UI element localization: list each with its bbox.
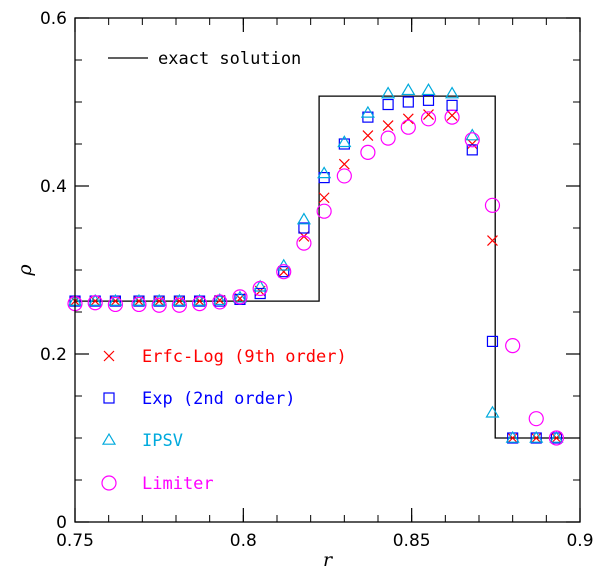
data-point-circle	[232, 289, 248, 305]
y-tick-label: 0.6	[40, 9, 67, 29]
legend-label-triangle: IPSV	[142, 431, 183, 451]
legend-marker-square	[103, 392, 115, 404]
data-point-triangle	[192, 293, 207, 306]
data-point-cross	[446, 110, 458, 121]
data-point-circle	[400, 119, 416, 135]
x-tick-label: 0.75	[56, 531, 94, 551]
data-point-cross	[173, 295, 185, 307]
data-point-circle	[380, 130, 396, 146]
legend: exact solution Erfc-Log (9th order) Exp (2…	[101, 49, 347, 494]
legend-label-square: Exp (2nd order)	[142, 389, 296, 409]
data-point-triangle	[296, 212, 311, 225]
data-point-triangle	[212, 293, 227, 306]
data-point-cross	[423, 109, 434, 121]
data-point-triangle	[401, 83, 416, 96]
data-point-square	[422, 94, 435, 106]
data-point-square	[382, 98, 394, 111]
x-axis-label: r	[323, 549, 334, 571]
data-point-square	[486, 335, 499, 347]
legend-marker-cross	[103, 350, 115, 362]
data-point-circle	[171, 297, 187, 313]
exact-solution-line	[75, 95, 580, 439]
data-point-square	[278, 266, 290, 278]
data-point-triangle	[337, 135, 352, 148]
data-point-square	[338, 138, 350, 150]
data-point-triangle	[88, 293, 103, 306]
data-point-square	[466, 144, 478, 156]
data-point-circle	[151, 297, 167, 313]
data-point-triangle	[381, 86, 396, 99]
data-point-cross	[362, 130, 374, 142]
data-point-cross	[466, 138, 478, 150]
data-point-circle	[316, 203, 332, 219]
data-point-triangle	[421, 83, 436, 96]
data-point-triangle	[445, 86, 460, 99]
data-point-square	[214, 295, 226, 307]
data-point-circle	[87, 295, 103, 311]
x-tick-label: 0.9	[566, 531, 593, 551]
data-point-cross	[214, 294, 226, 306]
data-point-triangle	[232, 290, 248, 303]
legend-marker-circle	[101, 475, 117, 491]
data-point-triangle	[360, 105, 375, 118]
x-tick-label: 0.8	[230, 531, 257, 551]
data-point-circle	[360, 144, 376, 160]
data-point-triangle	[465, 128, 480, 141]
data-point-circle	[212, 294, 228, 310]
data-point-circle	[296, 235, 312, 251]
data-point-cross	[402, 113, 414, 125]
y-tick-label: 0.4	[40, 177, 67, 197]
data-point-triangle	[529, 430, 544, 443]
data-point-square	[402, 96, 414, 108]
series-circle	[67, 109, 565, 446]
data-point-circle	[464, 132, 480, 148]
data-point-circle	[444, 109, 460, 125]
y-tick-label: 0	[56, 513, 67, 533]
data-point-circle	[252, 280, 268, 297]
data-point-triangle	[172, 293, 187, 306]
data-point-cross	[153, 295, 165, 307]
data-point-circle	[131, 296, 147, 313]
data-point-circle	[276, 264, 292, 280]
data-point-triangle	[505, 430, 520, 443]
data-point-square	[446, 99, 458, 111]
data-point-circle	[505, 338, 521, 354]
legend-label-circle: Limiter	[142, 474, 214, 494]
plot-frame	[74, 17, 581, 523]
series-triangle	[67, 83, 564, 443]
data-point-square	[298, 222, 310, 234]
data-point-triangle	[152, 293, 167, 306]
data-point-cross	[487, 235, 498, 247]
data-point-triangle	[485, 405, 500, 418]
data-point-circle	[336, 168, 352, 184]
x-tick-label: 0.85	[393, 531, 431, 551]
data-point-cross	[530, 432, 542, 444]
data-point-cross	[318, 192, 330, 204]
data-point-circle	[191, 296, 208, 312]
data-point-triangle	[317, 166, 332, 179]
y-tick-label: 0.2	[40, 345, 67, 365]
y-axis-label: ρ	[14, 264, 36, 277]
data-point-triangle	[131, 293, 147, 306]
legend-exact-label: exact solution	[158, 49, 301, 69]
data-point-triangle	[253, 279, 268, 292]
data-point-cross	[382, 120, 394, 131]
data-point-circle	[420, 111, 437, 127]
data-point-circle	[548, 430, 565, 446]
data-point-triangle	[549, 430, 564, 443]
data-point-cross	[507, 432, 519, 444]
legend-label-cross: Erfc-Log (9th order)	[142, 347, 347, 367]
data-point-circle	[107, 296, 124, 313]
data-point-cross	[89, 295, 101, 307]
tick-labels: 0.75 0.8 0.85 0.9 0 0.2 0.4 0.6	[40, 9, 594, 551]
data-point-triangle	[108, 293, 123, 306]
data-point-cross	[278, 266, 290, 278]
data-point-circle	[528, 411, 544, 427]
data-point-circle	[484, 197, 501, 213]
data-point-cross	[338, 158, 350, 170]
data-point-cross	[551, 432, 562, 444]
data-point-square	[254, 287, 266, 300]
legend-marker-triangle	[101, 432, 117, 445]
